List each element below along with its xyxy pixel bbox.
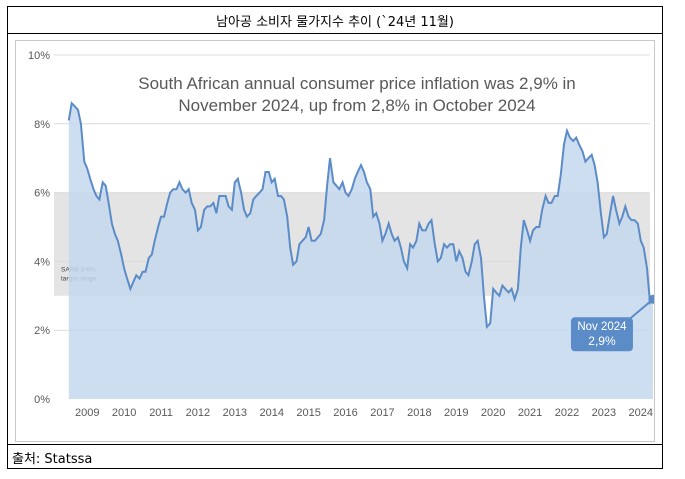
cpi-area [68, 103, 654, 399]
x-tick-label: 2017 [370, 407, 394, 419]
x-tick-label: 2024 [629, 407, 653, 419]
x-tick-label: 2013 [223, 407, 247, 419]
figure-title: 남아공 소비자 물가지수 추이 (`24년 11월) [8, 7, 662, 34]
callout-box [570, 317, 633, 352]
chart-title-line-2: November 2024, up from 2,8% in October 2… [178, 96, 535, 115]
x-tick-label: 2016 [333, 407, 357, 419]
callout-label: Nov 2024 [577, 321, 627, 333]
y-tick-label: 4% [34, 256, 50, 268]
x-tick-label: 2019 [444, 407, 468, 419]
y-tick-label: 0% [34, 394, 50, 406]
x-tick-label: 2011 [149, 407, 173, 419]
x-tick-label: 2014 [259, 407, 283, 419]
x-tick-label: 2009 [75, 407, 99, 419]
x-tick-label: 2012 [186, 407, 210, 419]
y-tick-label: 10% [28, 50, 50, 62]
y-tick-label: 8% [34, 119, 50, 131]
cpi-area-chart: SARB 3-6% target range 0%2%4%6%8%10% 200… [28, 50, 658, 419]
figure-frame: 남아공 소비자 물가지수 추이 (`24년 11월) SARB 3-6% tar… [7, 6, 663, 469]
callout-leader-line [626, 298, 654, 323]
callout-value: 2,9% [588, 334, 616, 348]
cpi-line [67, 101, 654, 330]
x-tick-label: 2018 [407, 407, 431, 419]
nov-2024-callout: Nov 2024 2,9% [570, 294, 658, 352]
x-tick-label: 2020 [481, 407, 505, 419]
x-tick-label: 2023 [592, 407, 616, 419]
y-tick-label: 6% [34, 188, 50, 200]
chart-panel: SARB 3-6% target range 0%2%4%6%8%10% 200… [15, 40, 658, 442]
y-tick-label: 2% [34, 325, 50, 337]
x-tick-label: 2021 [518, 407, 542, 419]
chart-title: South African annual consumer price infl… [138, 74, 576, 93]
y-axis: 0% 2% 4% 6% 8% 10% [28, 50, 50, 406]
source-note: 출처: Statssa [8, 444, 662, 469]
x-axis: 2009 2010 2011 2012 2013 2014 2015 2016 2017 2018… [75, 407, 653, 419]
x-tick-label: 2015 [296, 407, 320, 419]
x-tick-label: 2010 [112, 407, 136, 419]
x-tick-label: 2022 [555, 407, 579, 419]
